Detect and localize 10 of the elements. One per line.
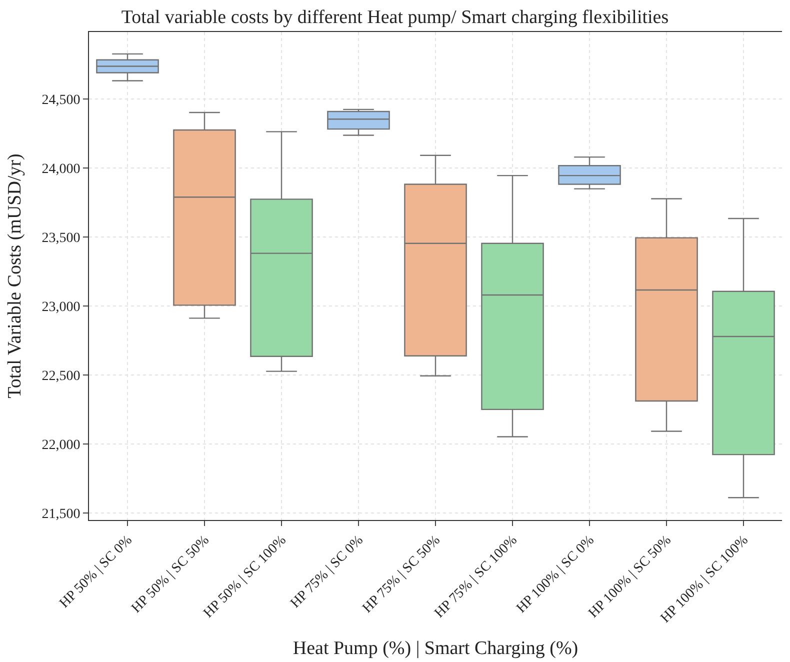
y-tick-label: 23,000	[42, 300, 80, 315]
x-axis-title: Heat Pump (%) | Smart Charging (%)	[292, 638, 578, 659]
y-tick-label: 21,500	[42, 507, 80, 522]
y-tick-label: 23,500	[42, 230, 80, 246]
y-axis-title: Total Variable Costs (mUSD/yr)	[4, 154, 26, 398]
y-tick-label: 22,000	[42, 438, 80, 453]
y-tick-label: 24,500	[42, 92, 80, 108]
y-tick-label: 22,500	[42, 368, 80, 384]
y-tick-label: 24,000	[42, 162, 80, 177]
chart-title: Total variable costs by different Heat pump/ Smart charging flexibilities	[121, 7, 669, 28]
